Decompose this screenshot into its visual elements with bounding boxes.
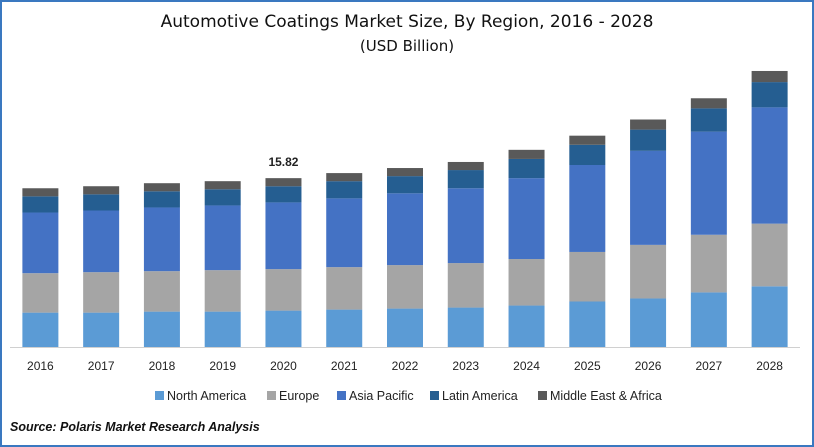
bar-north-america-2017 (83, 312, 120, 347)
bar-middle-east-and-africa-2027 (690, 98, 727, 109)
bar-north-america-2026 (630, 298, 667, 347)
source-note: Source: Polaris Market Research Analysis (10, 420, 260, 434)
x-tick-label: 2021 (331, 359, 358, 373)
legend-swatch-asia-pacific (337, 391, 346, 400)
bar-middle-east-and-africa-2017 (83, 186, 120, 195)
x-tick-label: 2017 (88, 359, 115, 373)
bar-latin-america-2023 (447, 170, 484, 189)
bar-north-america-2019 (204, 311, 241, 347)
bar-north-america-2024 (508, 305, 545, 347)
bar-asia-pacific-2018 (143, 207, 180, 272)
legend-swatch-latin-america (430, 391, 439, 400)
bar-latin-america-2016 (22, 196, 59, 213)
x-tick-label: 2023 (452, 359, 479, 373)
bar-asia-pacific-2024 (508, 178, 545, 260)
bar-latin-america-2026 (630, 129, 667, 151)
bar-north-america-2016 (22, 312, 59, 347)
bar-europe-2025 (569, 251, 606, 302)
chart-title: Automotive Coatings Market Size, By Regi… (160, 12, 654, 32)
bar-europe-2018 (143, 271, 180, 312)
legend-label-latin-america: Latin America (442, 389, 518, 403)
x-tick-label: 2022 (392, 359, 419, 373)
x-tick-label: 2024 (513, 359, 540, 373)
bar-middle-east-and-africa-2018 (143, 183, 180, 192)
bar-latin-america-2018 (143, 191, 180, 208)
bar-asia-pacific-2027 (690, 131, 727, 235)
bar-europe-2024 (508, 259, 545, 306)
bar-north-america-2025 (569, 301, 606, 347)
bar-north-america-2022 (387, 308, 423, 347)
x-tick-label: 2028 (756, 359, 783, 373)
bar-asia-pacific-2021 (326, 198, 363, 268)
bar-asia-pacific-2026 (630, 150, 667, 245)
bar-asia-pacific-2016 (22, 212, 59, 274)
x-tick-label: 2016 (27, 359, 54, 373)
x-tick-label: 2018 (149, 359, 176, 373)
legend-label-asia-pacific: Asia Pacific (349, 389, 414, 403)
legend-swatch-europe (267, 391, 276, 400)
bar-europe-2019 (204, 270, 241, 312)
bar-latin-america-2021 (326, 181, 363, 199)
bar-europe-2021 (326, 267, 363, 310)
legend-swatch-north-america (155, 391, 164, 400)
bar-middle-east-and-africa-2022 (387, 168, 423, 177)
x-tick-label: 2019 (209, 359, 236, 373)
data-label: 15.82 (268, 155, 298, 169)
x-tick-label: 2025 (574, 359, 601, 373)
bar-latin-america-2027 (690, 108, 727, 132)
bar-asia-pacific-2023 (447, 188, 484, 264)
bar-asia-pacific-2020 (265, 202, 302, 270)
bar-asia-pacific-2017 (83, 210, 120, 273)
x-tick-label: 2026 (635, 359, 662, 373)
bar-latin-america-2025 (569, 144, 606, 165)
bar-europe-2026 (630, 244, 667, 299)
bar-europe-2027 (690, 234, 727, 293)
bar-middle-east-and-africa-2021 (326, 173, 363, 182)
bar-north-america-2021 (326, 309, 363, 347)
bar-europe-2020 (265, 269, 302, 311)
bar-latin-america-2022 (387, 176, 423, 194)
bar-north-america-2018 (143, 311, 180, 347)
legend-label-europe: Europe (279, 389, 319, 403)
bar-north-america-2028 (751, 286, 788, 347)
bar-asia-pacific-2019 (204, 205, 241, 271)
bar-north-america-2023 (447, 307, 484, 347)
bar-middle-east-and-africa-2020 (265, 178, 302, 187)
bar-north-america-2020 (265, 310, 302, 347)
bar-north-america-2027 (690, 292, 727, 347)
x-tick-label: 2027 (695, 359, 722, 373)
bar-europe-2016 (22, 273, 59, 313)
bar-middle-east-and-africa-2025 (569, 135, 606, 145)
legend-label-north-america: North America (167, 389, 246, 403)
legend-swatch-middle-east-and-africa (538, 391, 547, 400)
bar-europe-2017 (83, 272, 120, 313)
bar-latin-america-2017 (83, 194, 120, 211)
bar-asia-pacific-2028 (751, 107, 788, 224)
bar-latin-america-2020 (265, 186, 302, 203)
bar-latin-america-2028 (751, 82, 788, 108)
bar-middle-east-and-africa-2016 (22, 188, 59, 197)
x-tick-label: 2020 (270, 359, 297, 373)
legend-label-middle-east-and-africa: Middle East & Africa (550, 389, 662, 403)
bar-asia-pacific-2025 (569, 165, 606, 252)
bar-europe-2023 (447, 263, 484, 308)
bar-middle-east-and-africa-2023 (447, 161, 484, 171)
bar-middle-east-and-africa-2028 (751, 70, 788, 83)
chart-subtitle: (USD Billion) (359, 37, 455, 55)
bar-europe-2028 (751, 223, 788, 287)
bar-asia-pacific-2022 (387, 193, 423, 266)
bar-latin-america-2019 (204, 189, 241, 206)
bar-latin-america-2024 (508, 158, 545, 179)
bar-middle-east-and-africa-2019 (204, 181, 241, 190)
bar-middle-east-and-africa-2026 (630, 119, 667, 130)
bar-europe-2022 (387, 265, 423, 309)
bar-middle-east-and-africa-2024 (508, 149, 545, 159)
